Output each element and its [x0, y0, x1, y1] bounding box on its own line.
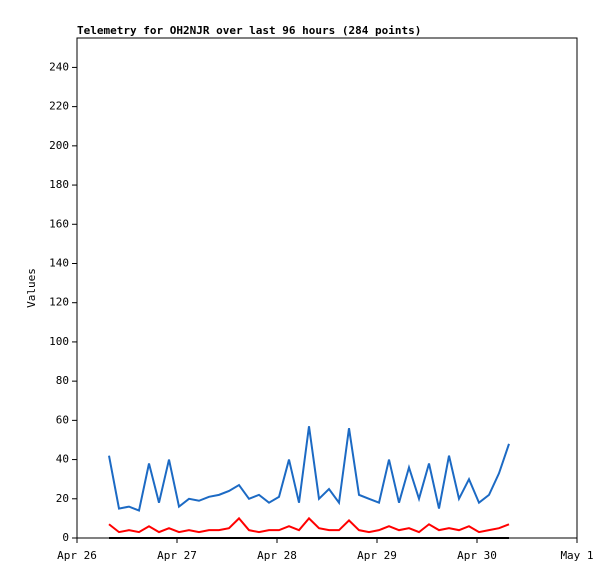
y-axis-label: Values [25, 268, 38, 308]
x-tick-label: Apr 28 [257, 549, 297, 562]
x-tick-label: Apr 30 [457, 549, 497, 562]
data-line [108, 516, 510, 534]
data-line [108, 426, 510, 512]
y-tick-label: 0 [62, 531, 69, 544]
x-tick-label: May 1 [560, 549, 593, 562]
y-tick-label: 200 [49, 139, 69, 152]
y-tick-label: 100 [49, 335, 69, 348]
x-tick-label: Apr 29 [357, 549, 397, 562]
y-tick-label: 60 [56, 413, 69, 426]
y-tick-label: 220 [49, 100, 69, 113]
y-tick-label: 240 [49, 60, 69, 73]
chart-title: Telemetry for OH2NJR over last 96 hours … [77, 24, 421, 37]
x-tick-label: Apr 26 [57, 549, 97, 562]
y-tick-label: 160 [49, 217, 69, 230]
y-tick-label: 120 [49, 296, 69, 309]
y-tick-label: 80 [56, 374, 69, 387]
y-tick-label: 20 [56, 492, 69, 505]
y-tick-label: 140 [49, 256, 69, 269]
y-tick-label: 180 [49, 178, 69, 191]
y-tick-label: 40 [56, 453, 69, 466]
x-tick-label: Apr 27 [157, 549, 197, 562]
